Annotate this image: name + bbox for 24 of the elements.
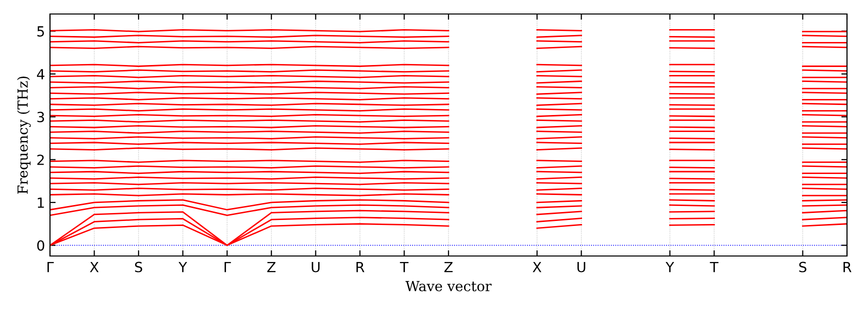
x-tick-label: Y bbox=[666, 262, 674, 272]
y-axis-title: Frequency (THz) bbox=[17, 76, 31, 194]
x-tick-label: S bbox=[799, 262, 806, 272]
x-tick-label: U bbox=[577, 262, 586, 272]
x-axis-title: Wave vector bbox=[405, 280, 492, 292]
x-tick-label: T bbox=[400, 262, 409, 272]
y-tick-label: 1 bbox=[38, 198, 44, 208]
x-tick-label: R bbox=[356, 262, 364, 272]
x-tick-label: Γ bbox=[47, 262, 54, 272]
y-tick-label: 5 bbox=[37, 26, 44, 37]
y-tick-label: 0 bbox=[37, 240, 44, 251]
x-tick-label: U bbox=[312, 262, 320, 272]
x-tick-label: Γ bbox=[224, 262, 231, 272]
x-tick-label: R bbox=[844, 262, 852, 272]
x-tick-label: T bbox=[710, 262, 718, 272]
y-tick-label: 2 bbox=[37, 154, 44, 165]
x-tick-label: Y bbox=[178, 262, 188, 272]
y-tick-label: 4 bbox=[36, 69, 44, 80]
x-tick-label: Z bbox=[267, 262, 276, 272]
x-tick-label: S bbox=[135, 262, 142, 272]
x-tick-label: Z bbox=[444, 262, 453, 272]
x-tick-label: X bbox=[90, 262, 99, 272]
x-tick-label: X bbox=[532, 262, 542, 272]
y-tick-label: 3 bbox=[37, 112, 44, 122]
